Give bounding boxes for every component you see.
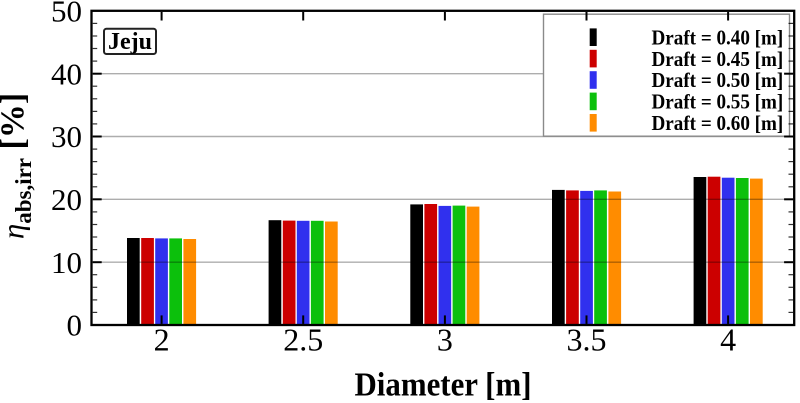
svg-text:40: 40 [51,56,82,91]
svg-text:3.5: 3.5 [567,322,607,358]
svg-text:Draft = 0.45 [m]: Draft = 0.45 [m] [652,47,784,71]
svg-text:30: 30 [51,119,82,154]
svg-text:4: 4 [720,322,736,358]
svg-text:Draft = 0.55 [m]: Draft = 0.55 [m] [652,90,784,114]
svg-text:20: 20 [51,182,82,217]
svg-text:Draft = 0.50 [m]: Draft = 0.50 [m] [652,68,784,92]
svg-text:0: 0 [67,308,83,343]
svg-text:2.5: 2.5 [283,322,323,358]
svg-text:Draft = 0.40 [m]: Draft = 0.40 [m] [652,25,784,49]
svg-text:3: 3 [437,322,453,358]
svg-text:Diameter [m]: Diameter [m] [355,367,532,403]
svg-text:ηabs,irr [%]: ηabs,irr [%] [0,93,36,239]
svg-text:50: 50 [51,0,82,28]
svg-text:Draft = 0.60 [m]: Draft = 0.60 [m] [652,111,784,135]
svg-text:2: 2 [154,322,170,358]
svg-text:Jeju: Jeju [108,29,152,55]
svg-text:10: 10 [51,245,82,280]
